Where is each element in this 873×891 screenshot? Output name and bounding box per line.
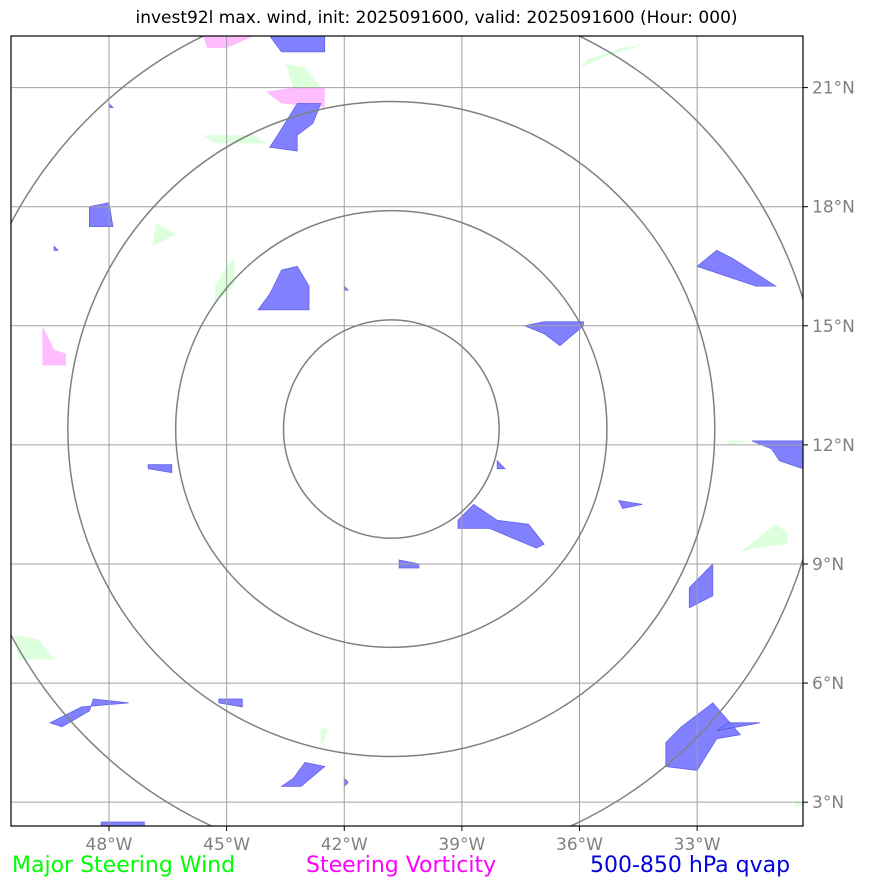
qvap-region xyxy=(53,245,59,251)
map-frame xyxy=(10,35,804,827)
lat-tick-label: 12°N xyxy=(812,436,855,456)
range-ring xyxy=(174,209,608,649)
qvap-region xyxy=(147,464,173,474)
qvap-layer xyxy=(49,36,803,826)
qvap-region xyxy=(257,265,310,311)
steering-wind-region xyxy=(320,726,329,747)
map-panel xyxy=(11,36,803,826)
qvap-region xyxy=(108,102,114,108)
qvap-region xyxy=(49,698,129,728)
qvap-region xyxy=(751,440,803,470)
steering-wind-region xyxy=(285,63,321,88)
qvap-region xyxy=(280,762,326,787)
vorticity-region xyxy=(42,325,66,366)
steering-wind-region xyxy=(152,222,176,247)
qvap-region xyxy=(343,285,350,291)
steering-wind-region xyxy=(14,635,55,660)
vorticity-layer xyxy=(42,36,325,366)
lat-tick-label: 6°N xyxy=(812,674,844,694)
steering-wind-layer xyxy=(14,43,803,807)
steering-wind-region xyxy=(579,43,647,68)
steering-wind-region xyxy=(740,524,788,553)
axis-ticks: 48°W 45°W 42°W 39°W 36°W 33°W 3°N 6°N 9°N 12°N 15°… xyxy=(86,79,855,855)
qvap-region xyxy=(269,103,322,152)
lon-tick-label: 39°W xyxy=(438,835,485,855)
lon-tick-label: 42°W xyxy=(321,835,368,855)
vorticity-region xyxy=(203,36,255,48)
lat-tick-label: 21°N xyxy=(812,79,855,99)
lon-tick-label: 48°W xyxy=(86,835,133,855)
qvap-region xyxy=(100,821,145,826)
legend-steering-vorticity: Steering Vorticity xyxy=(306,853,497,878)
qvap-region xyxy=(89,202,114,228)
lon-tick-label: 36°W xyxy=(556,835,603,855)
lon-tick-label: 33°W xyxy=(674,835,721,855)
legend-steering-wind: Major Steering Wind xyxy=(12,853,236,878)
map-title: invest92l max. wind, init: 2025091600, v… xyxy=(135,8,738,28)
steering-wind-region xyxy=(795,802,803,807)
qvap-region xyxy=(496,459,506,470)
legend-qvap: 500-850 hPa qvap xyxy=(590,853,791,878)
lat-tick-label: 18°N xyxy=(812,198,855,218)
vorticity-region xyxy=(265,87,325,108)
lat-tick-label: 3°N xyxy=(812,793,844,813)
qvap-region xyxy=(696,249,777,287)
steering-wind-region xyxy=(203,135,266,144)
lon-tick-label: 45°W xyxy=(203,835,250,855)
lat-tick-label: 9°N xyxy=(812,555,844,575)
range-ring xyxy=(282,319,500,539)
qvap-region xyxy=(457,503,545,549)
steering-wind-region xyxy=(214,258,235,302)
range-ring xyxy=(11,36,803,826)
qvap-region xyxy=(665,702,742,771)
qvap-region xyxy=(688,563,714,609)
range-rings xyxy=(11,36,803,826)
qvap-region xyxy=(716,722,760,732)
gridlines xyxy=(11,36,803,826)
lat-tick-label: 15°N xyxy=(812,317,855,337)
range-ring xyxy=(67,100,716,758)
qvap-region xyxy=(617,499,643,509)
qvap-region xyxy=(218,698,243,708)
qvap-region xyxy=(343,777,349,788)
qvap-region xyxy=(269,36,326,53)
steering-wind-region xyxy=(728,440,752,445)
